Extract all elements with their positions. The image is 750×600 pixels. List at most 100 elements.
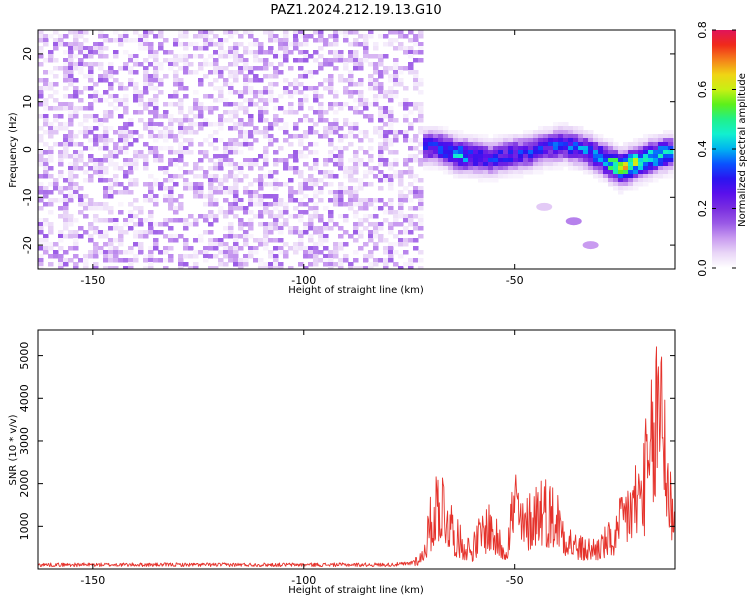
spectrogram-cell xyxy=(143,154,149,159)
spectrogram-cell xyxy=(393,130,399,135)
spectrogram-cell xyxy=(308,182,314,187)
spectrogram-cell xyxy=(288,154,294,159)
spectrogram-cell xyxy=(223,146,229,151)
spectrogram-cell xyxy=(43,186,49,191)
spectrogram-cell xyxy=(273,74,279,79)
spectrogram-cell xyxy=(278,246,284,251)
spectrogram-cell xyxy=(93,250,99,255)
spectrogram-cell xyxy=(328,90,334,95)
spectrogram-cell xyxy=(433,154,439,159)
spectrogram-cell xyxy=(43,194,49,199)
spectrogram-cell xyxy=(358,202,364,207)
spectrogram-cell xyxy=(508,174,514,179)
spectrogram-cell xyxy=(388,110,394,115)
spectrogram-cell xyxy=(138,46,144,51)
spectrogram-cell xyxy=(53,114,59,119)
spectrogram-cell xyxy=(383,238,389,243)
spectrogram-cell xyxy=(593,142,599,147)
spectrogram-cell xyxy=(263,102,269,107)
spectrogram-cell xyxy=(378,86,384,91)
spectrogram-cell xyxy=(598,166,604,171)
spectrogram-cell xyxy=(83,206,89,211)
spectrogram-cell xyxy=(88,94,94,99)
spectrogram-cell xyxy=(448,170,454,175)
spectrogram-cell xyxy=(183,130,189,135)
spectrogram-cell xyxy=(248,130,254,135)
spectrogram-cell xyxy=(43,174,49,179)
spectrogram-cell xyxy=(453,146,459,151)
spectrogram-cell xyxy=(493,158,499,163)
spectrogram-cell xyxy=(233,46,239,51)
spectrogram-cell xyxy=(663,142,669,147)
spectrogram-cell xyxy=(358,206,364,211)
spectrogram-cell xyxy=(233,58,239,63)
spectrogram-cell xyxy=(128,142,134,147)
spectrogram-cell xyxy=(318,186,324,191)
spectrogram-cell xyxy=(43,250,49,255)
spectrogram-cell xyxy=(233,42,239,47)
spectrogram-cell xyxy=(523,138,529,143)
spectrogram-cell xyxy=(503,162,509,167)
spectrogram-cell xyxy=(328,78,334,83)
spectrogram-cell xyxy=(83,38,89,43)
spectrogram-cell xyxy=(38,242,44,247)
spectrogram-cell xyxy=(308,34,314,39)
spectrogram-cell xyxy=(298,142,304,147)
spectrogram-cell xyxy=(63,194,69,199)
spectrogram-cell xyxy=(308,186,314,191)
spectrogram-cell xyxy=(113,174,119,179)
spectrogram-cell xyxy=(473,150,479,155)
spectrogram-cell xyxy=(173,218,179,223)
spectrogram-cell xyxy=(198,182,204,187)
spectrogram-cell xyxy=(413,146,419,151)
spectrogram-cell xyxy=(343,190,349,195)
spectrogram-cell xyxy=(528,150,534,155)
spectrogram-cell xyxy=(93,218,99,223)
spectrogram-cell xyxy=(653,158,659,163)
spectrogram-cell xyxy=(288,142,294,147)
spectrogram-cell xyxy=(78,122,84,127)
spectrogram-cell xyxy=(293,46,299,51)
spectrogram-cell xyxy=(358,158,364,163)
spectrogram-cell xyxy=(393,58,399,63)
spectrogram-cell xyxy=(388,258,394,263)
spectrogram-cell xyxy=(238,226,244,231)
spectrogram-cell xyxy=(338,214,344,219)
spectrogram-cell xyxy=(293,42,299,47)
spectrogram-cell xyxy=(308,166,314,171)
spectrogram-cell xyxy=(548,142,554,147)
spectrogram-cell xyxy=(498,138,504,143)
spectrogram-cell xyxy=(553,150,559,155)
spectrogram-cell xyxy=(563,142,569,147)
spectrogram-cell xyxy=(313,230,319,235)
spectrogram-cell xyxy=(38,206,44,211)
spectrogram-cell xyxy=(173,182,179,187)
spectrogram-cell xyxy=(293,126,299,131)
spectrogram-cell xyxy=(388,178,394,183)
spectrogram-cell xyxy=(378,154,384,159)
spectrogram-cell xyxy=(448,146,454,151)
spectrogram-cell xyxy=(78,30,84,35)
spectrogram-cell xyxy=(383,262,389,267)
spectrogram-cell xyxy=(343,122,349,127)
spectrogram-cell xyxy=(293,38,299,43)
spectrogram-cell xyxy=(373,86,379,91)
spectrogram-cell xyxy=(608,150,614,155)
spectrogram-cell xyxy=(313,50,319,55)
spectrogram-cell xyxy=(98,34,104,39)
spectrogram-cell xyxy=(103,138,109,143)
spectrogram-cell xyxy=(218,42,224,47)
spectrogram-cell xyxy=(93,162,99,167)
spectrogram-cell xyxy=(188,138,194,143)
spectrogram-cell xyxy=(233,74,239,79)
spectrogram-cell xyxy=(663,134,669,139)
spectrogram-cell xyxy=(298,138,304,143)
spectrogram-cell xyxy=(338,102,344,107)
spectrogram-cell xyxy=(208,82,214,87)
spectrogram-cell xyxy=(588,166,594,171)
spectrogram-cell xyxy=(188,118,194,123)
spectrogram-cell xyxy=(578,126,584,131)
spectrogram-cell xyxy=(588,146,594,151)
spectrogram-cell xyxy=(328,34,334,39)
spectrogram-cell xyxy=(178,86,184,91)
